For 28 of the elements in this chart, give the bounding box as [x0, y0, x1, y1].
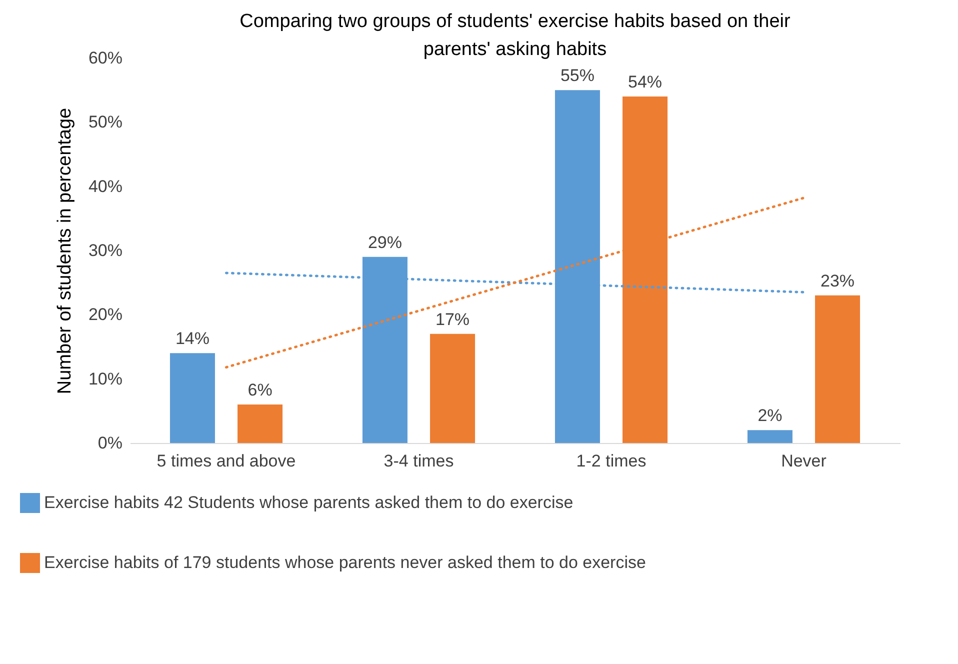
x-tick-label: 5 times and above	[156, 452, 296, 470]
y-tick-label: 60%	[88, 48, 122, 68]
data-label: 23%	[820, 271, 855, 290]
legend-label: Exercise habits 42 Students whose parents asked them to do exercise	[44, 493, 574, 512]
y-tick-label: 20%	[88, 305, 122, 324]
y-axis-title: Number of students in percentage	[54, 108, 76, 394]
data-label: 54%	[628, 72, 662, 92]
data-label: 14%	[175, 329, 210, 348]
chart-title: Comparing two groups of students' exercise habits based on their parents' asking habits	[240, 11, 792, 60]
bar	[747, 430, 792, 443]
y-tick-label: 40%	[88, 176, 122, 196]
data-label: 17%	[436, 310, 470, 329]
x-tick-label: Never	[781, 452, 827, 470]
data-label: 6%	[248, 380, 272, 400]
y-tick-label: 50%	[88, 112, 122, 132]
y-tick-label: 30%	[88, 241, 122, 260]
x-tick-label: 3-4 times	[384, 452, 454, 470]
data-label: 29%	[368, 232, 402, 252]
data-label: 55%	[560, 66, 594, 86]
bar	[430, 334, 476, 443]
bar	[238, 404, 283, 443]
y-tick-label: 10%	[88, 369, 122, 388]
legend-label: Exercise habits of 179 students whose parents never asked them to do exercise	[44, 553, 646, 572]
x-tick-label: 1-2 times	[576, 452, 646, 470]
bar	[170, 353, 215, 443]
bar	[815, 295, 860, 443]
data-label: 2%	[758, 406, 782, 426]
y-tick-label: 0%	[98, 434, 122, 452]
